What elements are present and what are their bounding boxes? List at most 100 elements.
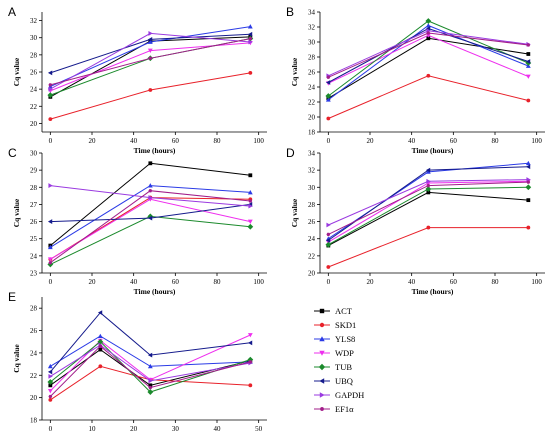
x-tick-label: 100 bbox=[253, 137, 264, 145]
y-tick-label: 26 bbox=[30, 218, 38, 226]
series-line bbox=[49, 311, 251, 373]
axes bbox=[317, 11, 545, 135]
y-tick-label: 18 bbox=[30, 417, 38, 425]
data-point bbox=[48, 383, 53, 388]
data-point bbox=[248, 173, 253, 178]
legend-item: GAPDH bbox=[314, 390, 364, 400]
x-tick-label: 100 bbox=[531, 137, 542, 145]
data-point bbox=[47, 244, 53, 250]
data-point bbox=[526, 43, 531, 47]
legend-marker bbox=[319, 308, 325, 314]
data-point bbox=[325, 93, 332, 99]
series-ubq bbox=[47, 31, 253, 76]
y-axis-title: Cq value bbox=[12, 344, 21, 373]
series-gapdh bbox=[48, 31, 253, 92]
y-tick-label: 20 bbox=[308, 270, 316, 278]
data-point bbox=[48, 397, 53, 402]
axes bbox=[39, 12, 267, 135]
panel-label: A bbox=[8, 5, 16, 19]
series-ef1 bbox=[326, 180, 531, 237]
series-skd1 bbox=[48, 195, 253, 262]
legend-item: UBQ bbox=[314, 376, 353, 386]
y-tick-label: 28 bbox=[30, 305, 38, 313]
y-tick-label: 20 bbox=[30, 394, 38, 402]
data-point bbox=[47, 363, 53, 369]
series-line bbox=[49, 162, 251, 246]
data-point bbox=[248, 203, 253, 209]
data-point bbox=[326, 75, 331, 79]
x-axis-title: Time (hours) bbox=[134, 146, 176, 155]
data-point bbox=[97, 333, 103, 339]
x-tick-label: 80 bbox=[214, 278, 222, 286]
x-tick-label: 80 bbox=[492, 137, 500, 145]
x-tick-label: 40 bbox=[408, 137, 416, 145]
legend-label: GAPDH bbox=[335, 390, 364, 400]
panel-label: C bbox=[8, 146, 17, 160]
y-tick-label: 28 bbox=[308, 201, 316, 209]
y-tick-label: 28 bbox=[30, 51, 38, 59]
legend-label: ACT bbox=[335, 306, 353, 316]
legend: ACT SKD1 YLS8 WDP TUB UBQ GAPDH EF1α bbox=[310, 302, 406, 436]
data-point bbox=[426, 190, 431, 195]
series-line bbox=[328, 37, 529, 99]
series-ubq bbox=[47, 310, 253, 375]
series-gapdh bbox=[48, 183, 253, 209]
series-yls8 bbox=[325, 23, 531, 102]
data-point bbox=[425, 33, 431, 38]
data-point bbox=[325, 238, 331, 243]
y-tick-label: 27 bbox=[30, 201, 38, 209]
data-point bbox=[425, 23, 431, 28]
data-point bbox=[247, 333, 253, 338]
series-line bbox=[49, 345, 251, 397]
x-tick-label: 20 bbox=[367, 137, 375, 145]
series-skd1 bbox=[326, 225, 531, 269]
data-point bbox=[526, 52, 531, 56]
data-point bbox=[98, 364, 103, 369]
data-point bbox=[147, 389, 154, 395]
data-point bbox=[326, 232, 331, 237]
panel-label: D bbox=[286, 146, 295, 160]
x-axis-title: Time (hours) bbox=[412, 146, 454, 155]
y-tick-label: 24 bbox=[308, 235, 316, 243]
x-tick-label: 80 bbox=[492, 278, 500, 286]
x-tick-label: 40 bbox=[408, 278, 416, 286]
data-point bbox=[98, 344, 103, 348]
legend-marker bbox=[319, 378, 325, 384]
y-axis-title: Cq value bbox=[12, 57, 21, 86]
data-point bbox=[148, 88, 153, 92]
y-tick-label: 32 bbox=[308, 24, 316, 32]
panel-label: B bbox=[286, 5, 294, 19]
y-tick-label: 28 bbox=[30, 184, 38, 192]
data-point bbox=[525, 184, 532, 191]
series-line bbox=[50, 36, 251, 98]
x-tick-label: 40 bbox=[130, 278, 138, 286]
x-tick-label: 20 bbox=[130, 425, 138, 433]
x-tick-label: 60 bbox=[450, 278, 458, 286]
data-point bbox=[148, 195, 153, 200]
data-point bbox=[147, 39, 153, 44]
y-tick-label: 34 bbox=[308, 150, 316, 158]
series-line bbox=[328, 186, 529, 246]
data-point bbox=[47, 257, 53, 262]
data-point bbox=[248, 39, 253, 45]
legend-item: TUB bbox=[314, 362, 352, 372]
x-tick-label: 20 bbox=[89, 278, 97, 286]
axes bbox=[39, 297, 267, 423]
x-tick-label: 0 bbox=[49, 137, 53, 145]
y-tick-label: 29 bbox=[30, 167, 38, 175]
legend-frame bbox=[310, 302, 406, 436]
series-act bbox=[48, 161, 253, 248]
legend-label: YLS8 bbox=[335, 334, 355, 344]
y-tick-label: 20 bbox=[308, 114, 316, 122]
data-point bbox=[247, 219, 253, 224]
series-line bbox=[49, 334, 251, 392]
data-point bbox=[526, 98, 531, 103]
series-act bbox=[326, 36, 531, 101]
y-tick-label: 24 bbox=[308, 84, 316, 92]
data-point bbox=[526, 198, 531, 203]
x-axis-title: Time (hours) bbox=[412, 287, 454, 296]
x-tick-label: 60 bbox=[450, 137, 458, 145]
data-point bbox=[247, 31, 253, 37]
